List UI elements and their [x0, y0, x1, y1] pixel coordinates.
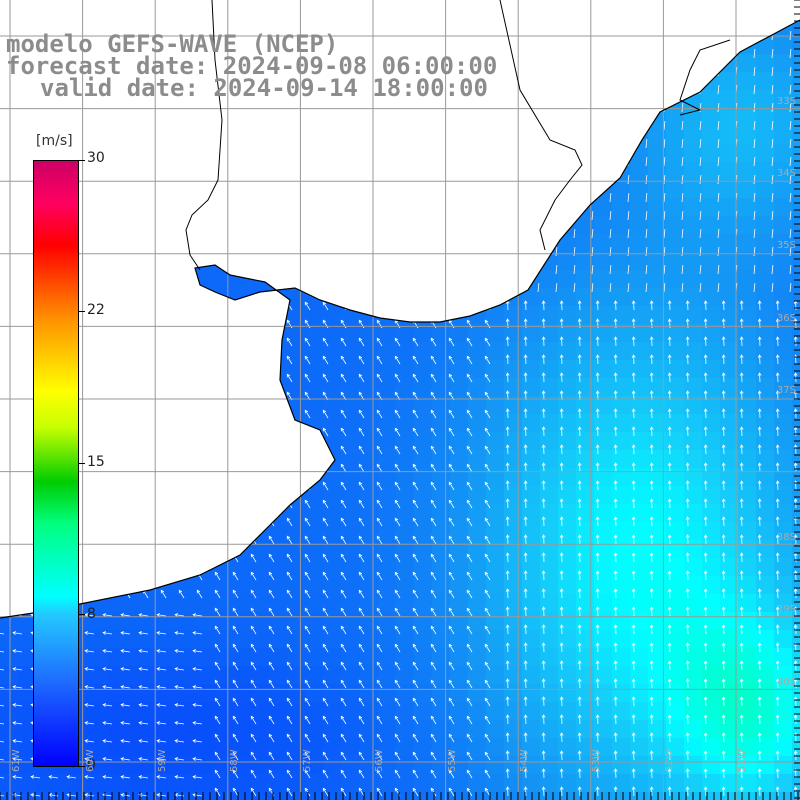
lon-label: 53W [591, 749, 602, 772]
colorbar-tick [79, 160, 85, 161]
valid-date: valid date: 2024-09-14 18:00:00 [40, 74, 488, 102]
lon-label: 61W [11, 749, 22, 772]
lat-label: 37S [776, 385, 796, 396]
colorbar-label-0: 0 [87, 757, 96, 773]
lon-label: 59W [157, 749, 168, 772]
lon-label: 58W [229, 749, 240, 772]
forecast-date: forecast date: 2024-09-08 06:00:00 [6, 52, 498, 80]
colorbar-unit: [m/s] [36, 133, 73, 149]
lat-label: 38S [776, 532, 796, 543]
lat-label: 39S [776, 604, 796, 615]
colorbar-tick [79, 614, 85, 615]
lon-label: 51W [737, 749, 748, 772]
lon-label: 55W [447, 749, 458, 772]
colorbar-tick [79, 766, 85, 767]
colorbar-label-22: 22 [87, 302, 105, 318]
lon-label: 60W [85, 749, 96, 772]
country-border [185, 0, 223, 271]
coastline [0, 19, 800, 619]
colorbar [33, 160, 79, 767]
colorbar-label-15: 15 [87, 454, 105, 470]
lon-label: 54W [519, 749, 530, 772]
lat-label: 33S [776, 96, 796, 107]
colorbar-label-8: 8 [87, 606, 96, 622]
lat-label: 35S [776, 240, 796, 251]
lon-label: 57W [302, 749, 313, 772]
lat-label: 40S [776, 677, 796, 688]
model-title: modelo GEFS-WAVE (NCEP) [6, 30, 339, 58]
lat-label: 34S [776, 168, 796, 179]
colorbar-label-30: 30 [87, 150, 105, 166]
colorbar-tick [79, 311, 85, 312]
country-border [679, 39, 731, 116]
lat-label: 36S [776, 313, 796, 324]
lon-label: 56W [374, 749, 385, 772]
colorbar-tick [79, 463, 85, 464]
country-border [499, 0, 583, 251]
lon-label: 52W [664, 749, 675, 772]
